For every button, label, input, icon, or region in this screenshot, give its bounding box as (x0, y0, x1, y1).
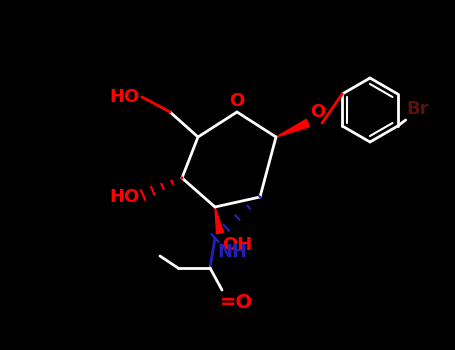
Text: OH: OH (222, 236, 252, 254)
Text: NH: NH (217, 243, 247, 261)
Text: HO: HO (110, 88, 140, 106)
Polygon shape (215, 207, 223, 234)
Text: =O: =O (220, 293, 253, 312)
Text: O: O (229, 92, 245, 110)
Text: Br: Br (407, 100, 429, 118)
Text: O: O (310, 103, 325, 121)
Polygon shape (276, 119, 309, 137)
Text: HO: HO (110, 188, 140, 206)
